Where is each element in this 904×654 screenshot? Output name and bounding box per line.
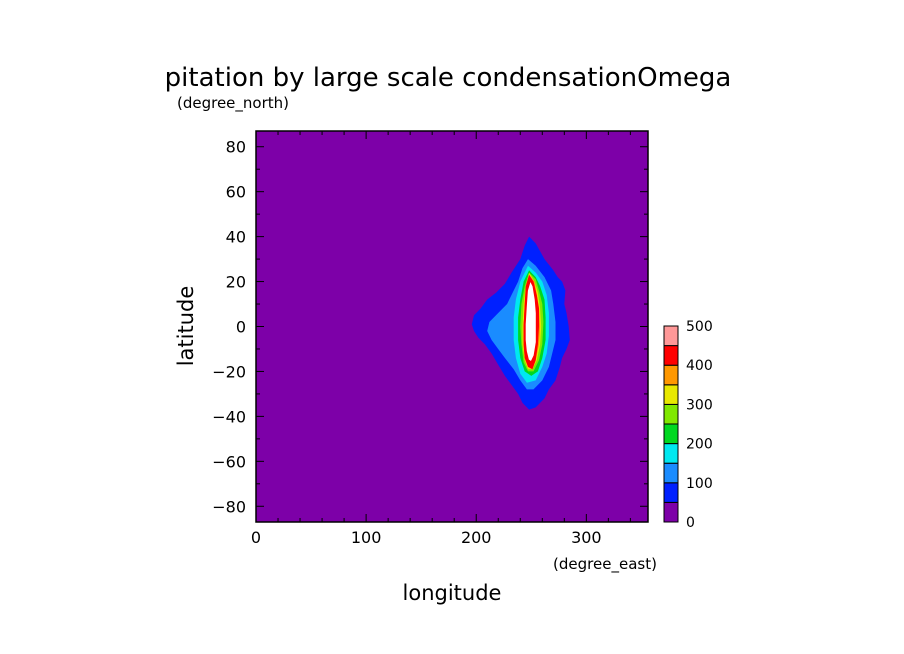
chart-title: pitation by large scale condensationOmeg… bbox=[165, 63, 732, 93]
x-tick-label: 100 bbox=[351, 528, 382, 547]
x-tick-label: 300 bbox=[571, 528, 602, 547]
colorbar-swatch bbox=[663, 482, 679, 503]
colorbar-swatch bbox=[663, 403, 679, 425]
colorbar-swatch bbox=[663, 462, 679, 484]
colorbar-label: 400 bbox=[686, 358, 713, 374]
x-tick-label: 200 bbox=[461, 528, 492, 547]
y-tick-label: 40 bbox=[226, 228, 246, 247]
colorbar-swatch bbox=[663, 364, 679, 386]
x-axis-title: longitude bbox=[403, 581, 502, 605]
contour-level-450 bbox=[524, 279, 537, 363]
colorbar-label: 0 bbox=[686, 515, 695, 531]
x-axis-units: (degree_east) bbox=[553, 555, 657, 574]
colorbar-swatch bbox=[663, 501, 679, 523]
y-tick-label: 20 bbox=[226, 273, 246, 292]
colorbar-swatch bbox=[663, 423, 679, 445]
y-tick-label: −60 bbox=[212, 452, 246, 471]
colorbar-swatch bbox=[663, 345, 679, 366]
colorbar-label: 300 bbox=[686, 397, 713, 413]
y-axis-units: (degree_north) bbox=[177, 94, 289, 113]
y-axis-title: latitude bbox=[174, 286, 198, 367]
y-tick-label: 80 bbox=[226, 138, 246, 157]
colorbar-swatch bbox=[663, 384, 679, 405]
colorbar-label: 500 bbox=[686, 319, 713, 335]
colorbar-label: 200 bbox=[686, 437, 713, 453]
axes: 0 100 200 300 −80 −60 −40 −20 0 20 40 60 80 bbox=[212, 130, 649, 547]
y-tick-label: 0 bbox=[236, 318, 246, 337]
y-tick-label: 60 bbox=[226, 183, 246, 202]
colorbar-swatch bbox=[663, 443, 679, 464]
plot-area bbox=[256, 131, 648, 522]
x-tick-label: 0 bbox=[251, 528, 261, 547]
colorbar-swatch bbox=[663, 325, 679, 347]
y-tick-label: −20 bbox=[212, 362, 246, 381]
contour-fills bbox=[471, 236, 570, 410]
y-tick-label: −80 bbox=[212, 497, 246, 516]
y-tick-label: −40 bbox=[212, 407, 246, 426]
colorbar: 0 100 200 300 400 500 bbox=[663, 319, 713, 531]
contour-line-450 bbox=[523, 276, 538, 364]
plot-background bbox=[256, 131, 648, 522]
colorbar-label: 100 bbox=[686, 476, 713, 492]
